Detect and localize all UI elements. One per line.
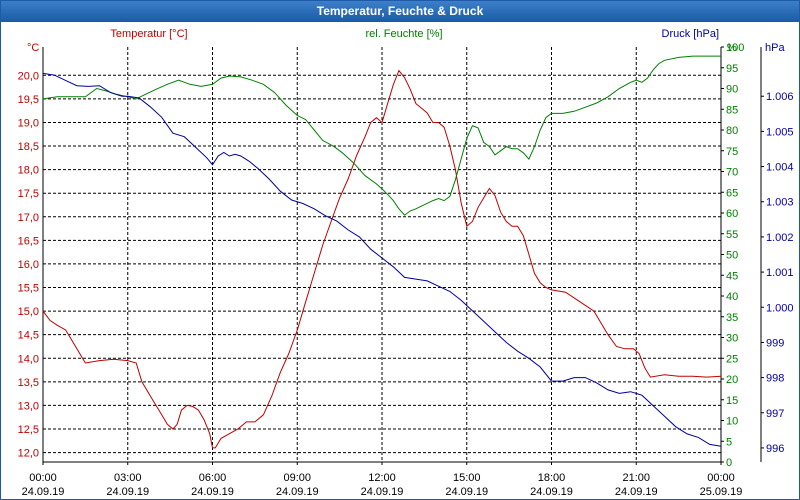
humidity-tick-label: 75: [726, 146, 738, 158]
temperature-axis-title: Temperatur [°C]: [110, 28, 187, 40]
humidity-tick-label: 20: [726, 374, 738, 386]
temperature-tick-label: 19,5: [18, 94, 39, 106]
temperature-tick-label: 13,5: [18, 377, 39, 389]
x-tick-time-label: 06:00: [199, 472, 227, 484]
x-tick-date-label: 24.09.19: [615, 486, 658, 498]
x-tick-time-label: 00:00: [707, 472, 735, 484]
humidity-tick-label: 25: [726, 353, 738, 365]
temperature-tick-label: 12,0: [18, 448, 39, 460]
temperature-tick-label: 16,5: [18, 235, 39, 247]
humidity-tick-label: 100: [726, 42, 744, 54]
humidity-tick-label: 45: [726, 270, 738, 282]
humidity-tick-label: 0: [726, 457, 732, 469]
humidity-tick-label: 55: [726, 229, 738, 241]
pressure-tick-label: 1.005: [766, 126, 794, 138]
pressure-tick-label: 1.001: [766, 267, 794, 279]
pressure-tick-label: 1.003: [766, 197, 794, 209]
pressure-series-line: [42, 72, 722, 447]
temperature-tick-label: 12,5: [18, 424, 39, 436]
humidity-tick-label: 5: [726, 436, 732, 448]
humidity-tick-label: 50: [726, 250, 738, 262]
humidity-tick-label: 40: [726, 291, 738, 303]
humidity-tick-label: 35: [726, 312, 738, 324]
x-tick-date-label: 24.09.19: [361, 486, 404, 498]
x-tick-date-label: 24.09.19: [445, 486, 488, 498]
x-tick-time-label: 15:00: [453, 472, 481, 484]
humidity-axis-title: rel. Feuchte [%]: [365, 28, 442, 40]
x-tick-time-label: 21:00: [622, 472, 650, 484]
x-tick-date-label: 24.09.19: [106, 486, 149, 498]
pressure-axis-title: Druck [hPa]: [662, 28, 719, 40]
temperature-tick-label: 15,5: [18, 283, 39, 295]
temperature-tick-label: 18,5: [18, 141, 39, 153]
humidity-unit-label: %: [727, 42, 737, 54]
temperature-unit-label: °C: [27, 42, 39, 54]
pressure-tick-label: 1.006: [766, 91, 794, 103]
x-tick-time-label: 00:00: [29, 472, 57, 484]
temperature-tick-label: 14,0: [18, 353, 39, 365]
humidity-tick-label: 90: [726, 84, 738, 96]
temperature-tick-label: 20,0: [18, 70, 39, 82]
humidity-tick-label: 85: [726, 104, 738, 116]
pressure-tick-label: 996: [766, 443, 784, 455]
temperature-tick-label: 16,0: [18, 259, 39, 271]
temperature-series-line: [42, 69, 722, 449]
temperature-tick-label: 14,5: [18, 330, 39, 342]
x-tick-time-label: 12:00: [368, 472, 396, 484]
x-tick-time-label: 09:00: [283, 472, 311, 484]
window-title: Temperatur, Feuchte & Druck: [1, 1, 799, 22]
x-tick-date-label: 24.09.19: [191, 486, 234, 498]
temperature-tick-label: 18,0: [18, 165, 39, 177]
humidity-tick-label: 65: [726, 187, 738, 199]
humidity-tick-label: 15: [726, 395, 738, 407]
x-tick-date-label: 25.09.19: [700, 486, 743, 498]
pressure-tick-label: 1.000: [766, 302, 794, 314]
pressure-tick-label: 1.004: [766, 162, 794, 174]
pressure-unit-label: hPa: [765, 42, 785, 54]
humidity-tick-label: 60: [726, 208, 738, 220]
humidity-tick-label: 30: [726, 333, 738, 345]
pressure-tick-label: 998: [766, 373, 784, 385]
x-tick-time-label: 18:00: [538, 472, 566, 484]
temperature-tick-label: 17,0: [18, 212, 39, 224]
humidity-series-line: [42, 55, 721, 216]
pressure-tick-label: 997: [766, 408, 784, 420]
temperature-tick-label: 15,0: [18, 306, 39, 318]
x-tick-time-label: 03:00: [114, 472, 142, 484]
x-tick-date-label: 24.09.19: [276, 486, 319, 498]
temperature-tick-label: 13,0: [18, 400, 39, 412]
x-tick-date-label: 24.09.19: [22, 486, 65, 498]
x-tick-date-label: 24.09.19: [530, 486, 573, 498]
humidity-tick-label: 95: [726, 63, 738, 75]
humidity-tick-label: 10: [726, 416, 738, 428]
humidity-tick-label: 80: [726, 125, 738, 137]
pressure-tick-label: 1.002: [766, 232, 794, 244]
temperature-tick-label: 17,5: [18, 188, 39, 200]
pressure-tick-label: 999: [766, 337, 784, 349]
humidity-tick-label: 70: [726, 167, 738, 179]
temperature-tick-label: 19,0: [18, 117, 39, 129]
